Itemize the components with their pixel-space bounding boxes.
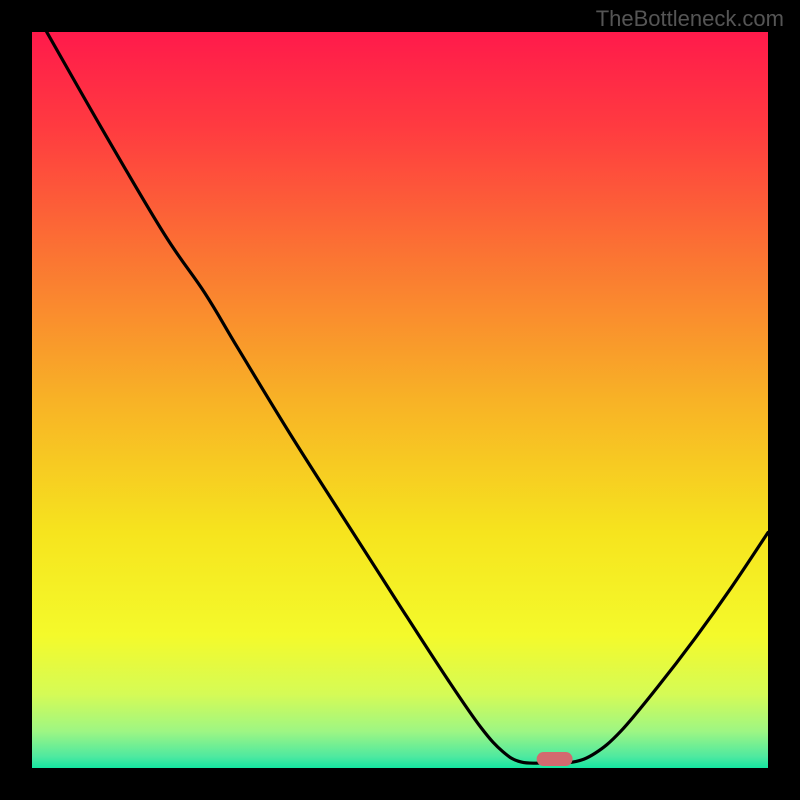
- chart-line: [47, 32, 768, 763]
- chart-optimum-marker: [536, 752, 573, 766]
- chart-curve-svg: [32, 32, 768, 768]
- chart-plot-area: [32, 32, 768, 768]
- watermark-text: TheBottleneck.com: [596, 6, 784, 32]
